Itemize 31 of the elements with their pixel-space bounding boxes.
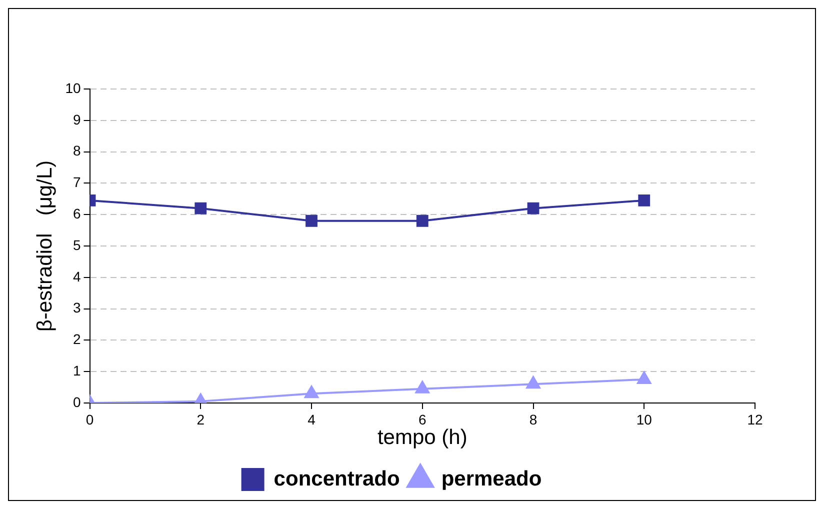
- point: [638, 194, 650, 206]
- y-tick-label: 5: [72, 236, 81, 253]
- legend-label: permeado: [441, 467, 542, 490]
- x-tick-label: 8: [529, 411, 538, 428]
- point: [637, 371, 652, 384]
- point: [306, 214, 318, 227]
- y-tick-label: 3: [72, 300, 81, 316]
- point: [194, 202, 207, 214]
- point: [304, 386, 319, 398]
- x-tick-label: 0: [86, 411, 94, 428]
- x-tick-label: 4: [308, 411, 316, 428]
- y-tick-label: 0: [72, 394, 81, 410]
- y-tick-label: 1: [72, 362, 81, 378]
- y-tick-label: 4: [72, 268, 81, 284]
- point: [526, 376, 540, 389]
- x-tick-label: 2: [196, 411, 205, 428]
- x-tick-label: 12: [747, 411, 763, 428]
- y-tick-label: 6: [72, 205, 81, 222]
- y-tick-label: 9: [72, 111, 81, 128]
- y-axis-title: β-estradiol (μg/L): [33, 160, 56, 332]
- point: [415, 380, 430, 394]
- point: [527, 202, 540, 214]
- x-axis-title: tempo (h): [377, 426, 468, 450]
- y-tick-label: 8: [72, 142, 81, 159]
- x-tick-label: 10: [636, 411, 652, 428]
- y-tick-label: 10: [65, 80, 81, 96]
- point: [416, 214, 428, 227]
- x-tick-label: 6: [418, 411, 426, 428]
- legend-label: concentrado: [274, 467, 400, 490]
- y-tick-label: 2: [72, 331, 81, 348]
- y-tick-label: 7: [72, 174, 81, 190]
